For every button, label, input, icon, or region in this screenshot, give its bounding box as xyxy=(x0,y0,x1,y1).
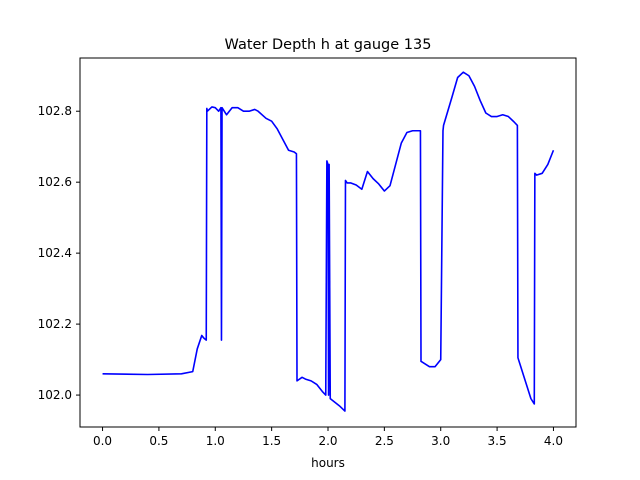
x-tick-label: 0.5 xyxy=(149,434,168,448)
x-tick-label: 1.0 xyxy=(206,434,225,448)
x-axis: 0.0 0.5 1.0 1.5 2.0 2.5 3.0 3.5 4.0 xyxy=(93,427,563,448)
y-tick-label: 102.0 xyxy=(38,388,72,402)
series-line-0 xyxy=(102,71,555,412)
y-tick-label: 102.2 xyxy=(38,317,72,331)
x-tick-label: 3.0 xyxy=(431,434,450,448)
x-tick-label: 2.0 xyxy=(318,434,337,448)
x-tick-label: 3.5 xyxy=(488,434,507,448)
x-tick-label: 4.0 xyxy=(544,434,563,448)
y-tick-label: 102.6 xyxy=(38,175,72,189)
x-tick-label: 0.0 xyxy=(93,434,112,448)
y-tick-label: 102.8 xyxy=(38,104,72,118)
x-tick-label: 2.5 xyxy=(375,434,394,448)
x-tick-label: 1.5 xyxy=(262,434,281,448)
chart-title: Water Depth h at gauge 135 xyxy=(225,37,432,53)
x-axis-label: hours xyxy=(311,456,345,470)
y-tick-label: 102.4 xyxy=(38,246,72,260)
y-axis: 102.0 102.2 102.4 102.6 102.8 xyxy=(38,104,80,402)
